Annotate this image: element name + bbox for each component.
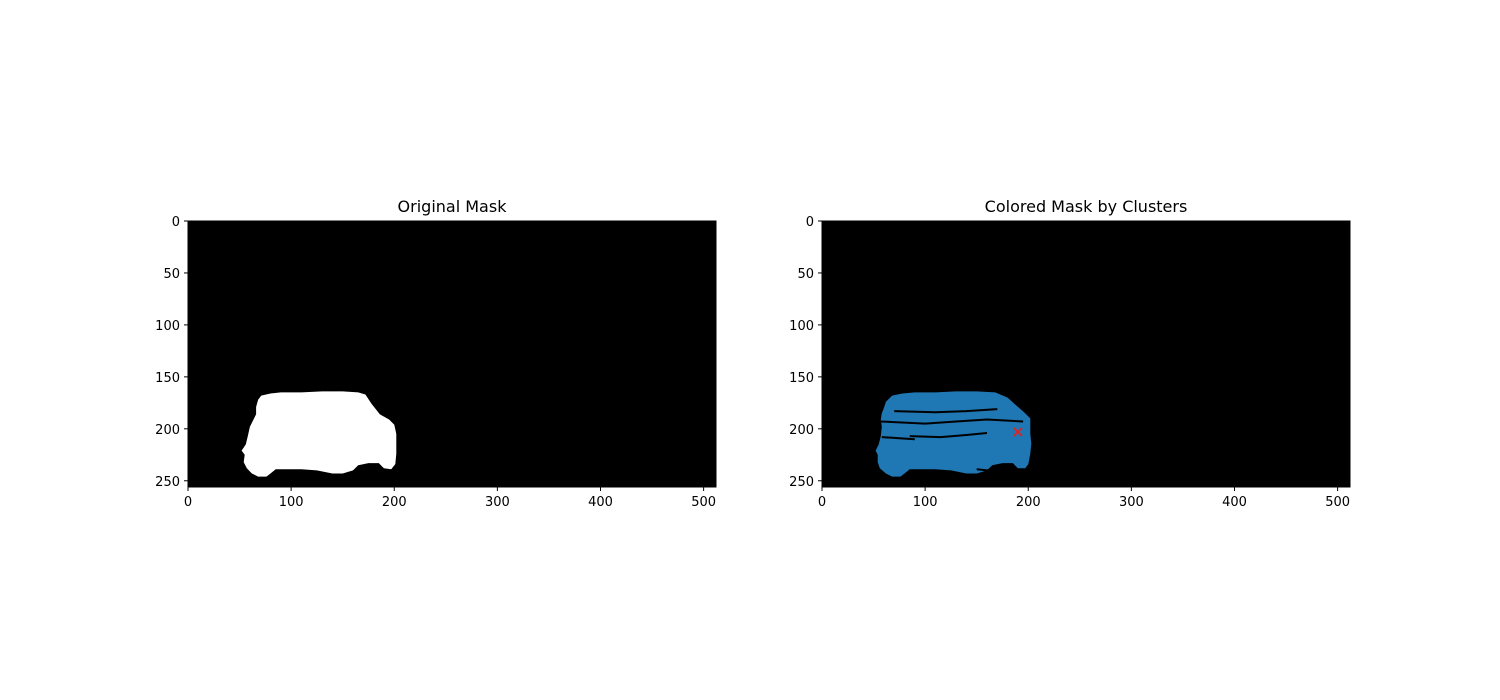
x-tick-label: 200 (1016, 495, 1041, 510)
y-tick-label: 150 (155, 371, 180, 386)
y-tick-label: 150 (789, 371, 814, 386)
x-tick-label: 0 (818, 495, 826, 510)
mask-gap-streak (894, 408, 998, 414)
original-mask-panel: Original Mask 0 100 200 300 400 500 0 50 100 150 20… (155, 197, 717, 510)
mask-gap-streak (881, 436, 915, 441)
mask-gap-streak (976, 467, 998, 472)
x-tick-label: 300 (485, 495, 510, 510)
x-tick-label: 500 (691, 495, 716, 510)
mask-gap-streak (909, 432, 988, 439)
x-tick-label: 200 (382, 495, 407, 510)
x-tick-label: 100 (913, 495, 938, 510)
y-tick-label: 50 (163, 267, 180, 282)
x-tick-label: 500 (1325, 495, 1350, 510)
y-tick-label: 0 (806, 215, 814, 230)
chart-title: Colored Mask by Clusters (985, 197, 1188, 216)
axes-frame (187, 220, 717, 488)
x-tick-label: 300 (1119, 495, 1144, 510)
y-tick-label: 200 (155, 423, 180, 438)
x-tick-label: 100 (279, 495, 304, 510)
cluster-center-marker (1013, 427, 1023, 437)
y-tick-label: 250 (155, 475, 180, 490)
y-tick-label: 50 (797, 267, 814, 282)
chart-title: Original Mask (398, 197, 508, 216)
x-tick-label: 400 (588, 495, 613, 510)
x-tick-label: 0 (184, 495, 192, 510)
mask-region (241, 391, 397, 477)
y-tick-label: 100 (789, 319, 814, 334)
y-tick-label: 200 (789, 423, 814, 438)
y-tick-label: 250 (789, 475, 814, 490)
axes-frame (821, 220, 1351, 488)
x-tick-label: 400 (1222, 495, 1247, 510)
cluster-region (875, 391, 1032, 477)
y-tick-label: 0 (172, 215, 180, 230)
y-tick-label: 100 (155, 319, 180, 334)
mask-gap-streak (880, 418, 1024, 425)
